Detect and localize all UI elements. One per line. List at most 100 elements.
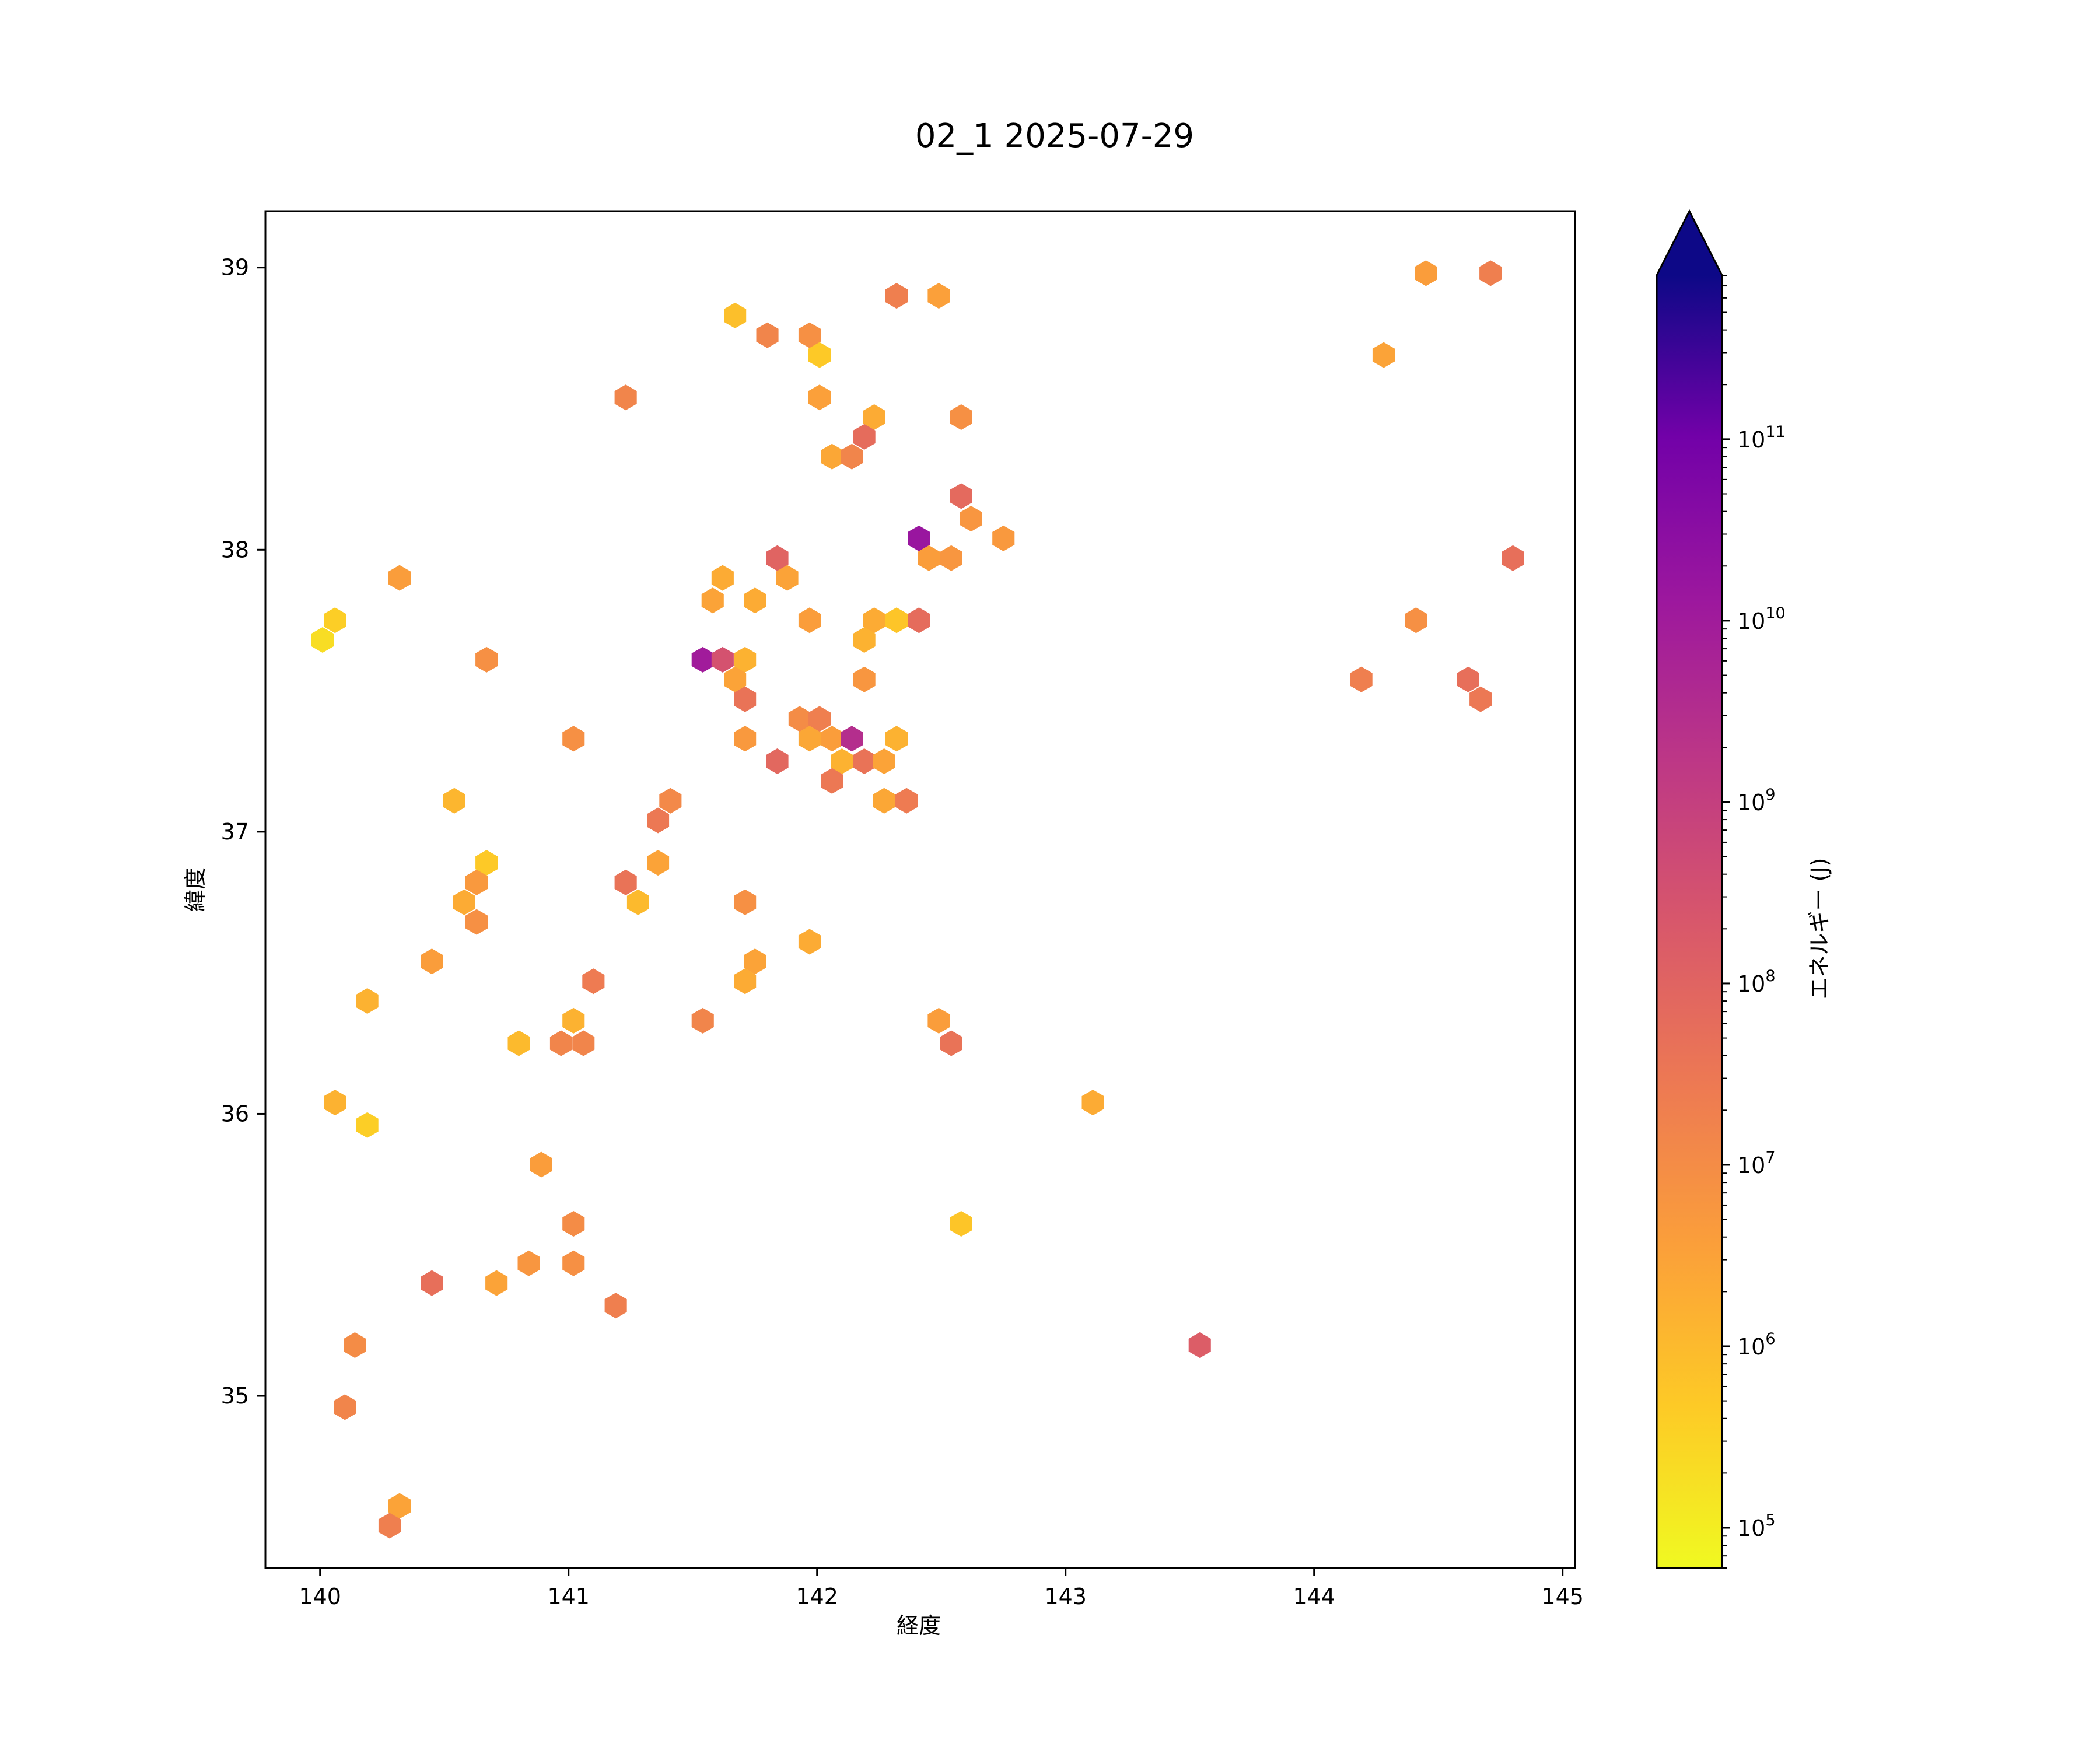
x-tick-label: 142 — [796, 1584, 838, 1609]
y-tick-label: 38 — [221, 537, 249, 562]
chart-title: 02_1 2025-07-29 — [915, 117, 1194, 155]
hexbin-cell — [508, 1030, 530, 1056]
hexbin-cell — [734, 726, 757, 752]
hexbin-cell — [821, 768, 844, 794]
hexbin-cell — [895, 788, 918, 814]
hexbin-cell — [1372, 342, 1395, 368]
colorbar-tick-label: 105 — [1737, 1511, 1776, 1541]
y-tick-label: 37 — [221, 819, 249, 845]
hexbin-cell — [466, 869, 488, 895]
hexbin-cell — [950, 1211, 972, 1237]
hexbin-cell — [788, 706, 811, 732]
hexbin-cell — [808, 706, 831, 732]
y-tick-label: 36 — [221, 1101, 249, 1126]
hexbin-cell — [1502, 545, 1524, 571]
colorbar — [1657, 275, 1722, 1568]
hexbin-cell — [475, 646, 498, 673]
hexbin-cell — [614, 384, 637, 411]
hexbin-cell — [517, 1250, 540, 1276]
hexbin-cell — [550, 1030, 572, 1056]
hexbin-cell — [776, 565, 799, 591]
hexbin-cell — [1188, 1332, 1211, 1358]
hexbin-cell — [647, 807, 670, 834]
hexbin-cell — [356, 1112, 379, 1138]
hexbin-cell — [918, 545, 940, 571]
colorbar-tick-label: 1010 — [1737, 604, 1786, 634]
hexbin-cell — [388, 1493, 411, 1519]
hexbin-cell — [734, 889, 757, 915]
hexbin-cell — [734, 646, 757, 673]
colorbar-outline — [1656, 209, 1723, 1569]
hexbin-cell — [908, 607, 930, 634]
hexbin-cell — [711, 565, 734, 591]
hexbin-cell — [821, 726, 844, 752]
hexbin-cell — [530, 1152, 552, 1178]
hexbin-cell — [766, 545, 789, 571]
y-tick-label: 35 — [221, 1383, 249, 1409]
hexbin-cell — [626, 889, 649, 915]
hexbin-cell — [701, 587, 724, 614]
hexbin-cell — [453, 889, 475, 915]
colorbar-ticks: 105 106 107 108 109 1010 1011 — [1722, 275, 1786, 1569]
hexbin-cell — [798, 726, 821, 752]
hexbin-cell — [711, 646, 734, 673]
x-tick-label: 143 — [1044, 1584, 1087, 1609]
hexbin-cell — [691, 1007, 714, 1034]
hexbin-cell — [873, 748, 895, 774]
hexbin-cell — [1082, 1090, 1104, 1116]
x-tick-label: 145 — [1541, 1584, 1584, 1609]
hexbin-cell — [562, 726, 585, 752]
hexbin-cell — [475, 850, 498, 876]
hexbin-cell — [908, 525, 930, 551]
hexbin-cell — [863, 404, 886, 430]
colorbar-extend-arrow — [1657, 211, 1722, 275]
hexbin-cell — [388, 565, 411, 591]
hexbin-cell — [562, 1250, 585, 1276]
hexbin-cell — [324, 1090, 346, 1116]
x-tick-label: 140 — [299, 1584, 341, 1609]
hexbin-cell — [311, 627, 334, 653]
colorbar-tick-label: 1011 — [1737, 423, 1786, 453]
hexbin-cell — [940, 1030, 963, 1056]
hexbin-cell — [421, 1270, 443, 1296]
hexbin-cell — [853, 627, 876, 653]
hexbin-cell — [744, 949, 766, 975]
hexbin-cell — [344, 1332, 366, 1358]
hexbin-cell — [614, 869, 637, 895]
hexbin-cell — [808, 342, 831, 368]
x-axis: 140 141 142 143 144 145 — [299, 1568, 1584, 1609]
colorbar-tick-label: 108 — [1737, 967, 1776, 997]
hexbin-cells — [311, 260, 1524, 1539]
hexbin-cell — [1469, 686, 1492, 712]
hexbin-cell — [324, 607, 346, 634]
hexbin-cell — [798, 607, 821, 634]
hexbin-cell — [421, 949, 443, 975]
hexbin-cell — [356, 988, 379, 1014]
hexbin-cell — [886, 607, 908, 634]
hexbin-cell — [950, 483, 972, 509]
hexbin-cell — [485, 1270, 508, 1296]
hexbin-cell — [466, 909, 488, 935]
hexbin-cell — [1350, 666, 1373, 692]
hexbin-cell — [562, 1007, 585, 1034]
hexbin-cell — [853, 424, 876, 450]
hexbin-cell — [798, 929, 821, 955]
hexbin-cell — [853, 666, 876, 692]
colorbar-tick-label: 107 — [1737, 1149, 1776, 1178]
hexbin-cell — [853, 748, 876, 774]
hexbin-cell — [1405, 607, 1427, 634]
y-axis-label: 緯度 — [183, 867, 208, 912]
hexbin-cell — [841, 726, 863, 752]
hexbin-cell — [443, 788, 466, 814]
hexbin-cell — [873, 788, 895, 814]
hexbin-cell — [886, 726, 908, 752]
hexbin-cell — [572, 1030, 595, 1056]
hexbin-cell — [604, 1293, 627, 1319]
hexbin-cell — [960, 506, 982, 532]
hexbin-cell — [821, 443, 844, 470]
hexbin-cell — [659, 788, 682, 814]
hexbin-cell — [863, 607, 886, 634]
hexbin-cell — [756, 322, 779, 348]
hexbin-cell — [950, 404, 972, 430]
